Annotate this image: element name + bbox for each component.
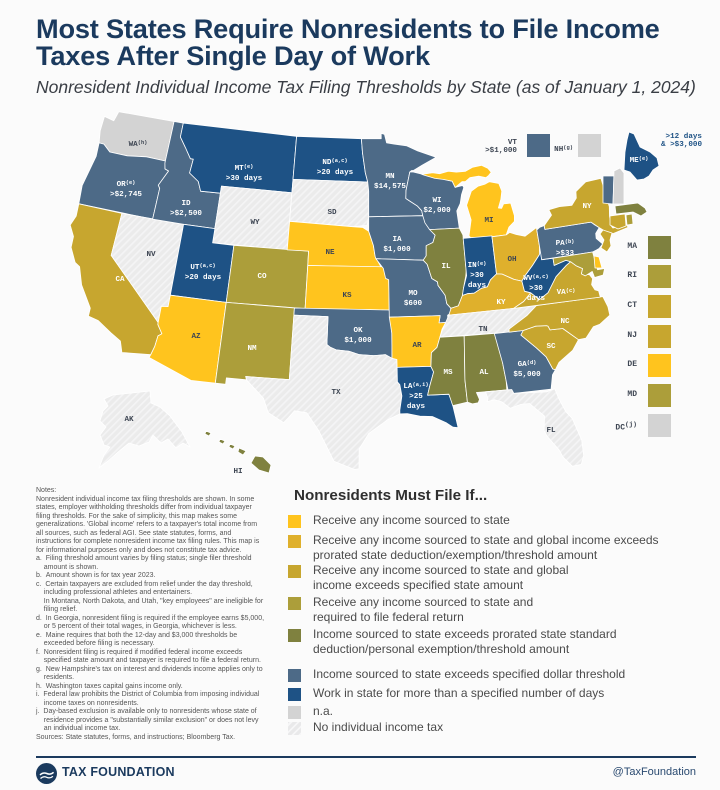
svg-text:TX: TX [331, 389, 341, 397]
svg-text:OH: OH [507, 256, 517, 264]
svg-text:KS: KS [342, 292, 352, 300]
svg-text:MO: MO [408, 290, 418, 298]
svg-text:IN(e): IN(e) [468, 261, 487, 270]
svg-text:days: days [527, 295, 546, 303]
svg-text:$1,000: $1,000 [344, 337, 372, 345]
svg-text:days: days [407, 403, 426, 411]
svg-text:NV: NV [146, 251, 156, 259]
svg-text:>$2,745: >$2,745 [110, 191, 142, 199]
svg-text:NC: NC [560, 318, 570, 326]
svg-text:days: days [468, 282, 487, 290]
svg-text:SD: SD [327, 209, 337, 217]
svg-text:HI: HI [233, 468, 242, 476]
svg-text:IA: IA [392, 236, 402, 244]
svg-text:>30: >30 [470, 272, 484, 280]
svg-text:ND(a,c): ND(a,c) [322, 158, 347, 167]
svg-text:>20 days: >20 days [185, 274, 222, 282]
svg-text:OR(e): OR(e) [117, 180, 136, 189]
svg-text:AK: AK [124, 416, 134, 424]
svg-text:WV(a,c): WV(a,c) [523, 274, 548, 283]
svg-text:SC: SC [546, 343, 556, 351]
svg-text:KY: KY [496, 299, 506, 307]
svg-text:$14,575: $14,575 [374, 183, 406, 191]
svg-text:>20 days: >20 days [317, 169, 354, 177]
svg-text:CA: CA [115, 276, 125, 284]
svg-text:>30 days: >30 days [226, 175, 263, 183]
svg-text:$1,000: $1,000 [383, 246, 411, 254]
svg-text:VA(c): VA(c) [557, 288, 576, 297]
svg-text:$5,000: $5,000 [513, 371, 541, 379]
svg-text:GA(d): GA(d) [518, 360, 537, 369]
svg-text:OK: OK [353, 327, 363, 335]
svg-text:AL: AL [479, 369, 489, 377]
svg-text:AR: AR [412, 342, 422, 350]
svg-text:TN: TN [478, 326, 488, 334]
svg-text:AZ: AZ [191, 333, 201, 341]
svg-text:ME(e): ME(e) [630, 156, 649, 165]
svg-text:FL: FL [546, 427, 556, 435]
svg-text:NY: NY [582, 203, 592, 211]
svg-text:MN: MN [385, 173, 395, 181]
svg-text:LA(a,i): LA(a,i) [403, 382, 428, 391]
svg-text:MT(e): MT(e) [235, 164, 254, 173]
svg-text:MI: MI [484, 217, 493, 225]
svg-text:IL: IL [441, 263, 451, 271]
svg-text:PA(b): PA(b) [556, 239, 575, 248]
svg-text:$2,000: $2,000 [423, 207, 451, 215]
svg-text:ID: ID [181, 200, 191, 208]
svg-text:MS: MS [443, 369, 453, 377]
svg-text:>30: >30 [529, 285, 543, 293]
svg-text:CO: CO [257, 273, 267, 281]
svg-text:>$33: >$33 [556, 250, 575, 258]
svg-text:>25: >25 [409, 393, 423, 401]
svg-text:NE: NE [325, 249, 335, 257]
svg-text:WA(h): WA(h) [129, 140, 148, 149]
svg-text:$600: $600 [404, 300, 423, 308]
svg-text:WY: WY [250, 219, 260, 227]
svg-text:>$2,500: >$2,500 [170, 210, 202, 218]
svg-text:WI: WI [432, 197, 441, 205]
svg-text:NM: NM [247, 345, 257, 353]
svg-text:UT(a,c): UT(a,c) [190, 263, 215, 272]
